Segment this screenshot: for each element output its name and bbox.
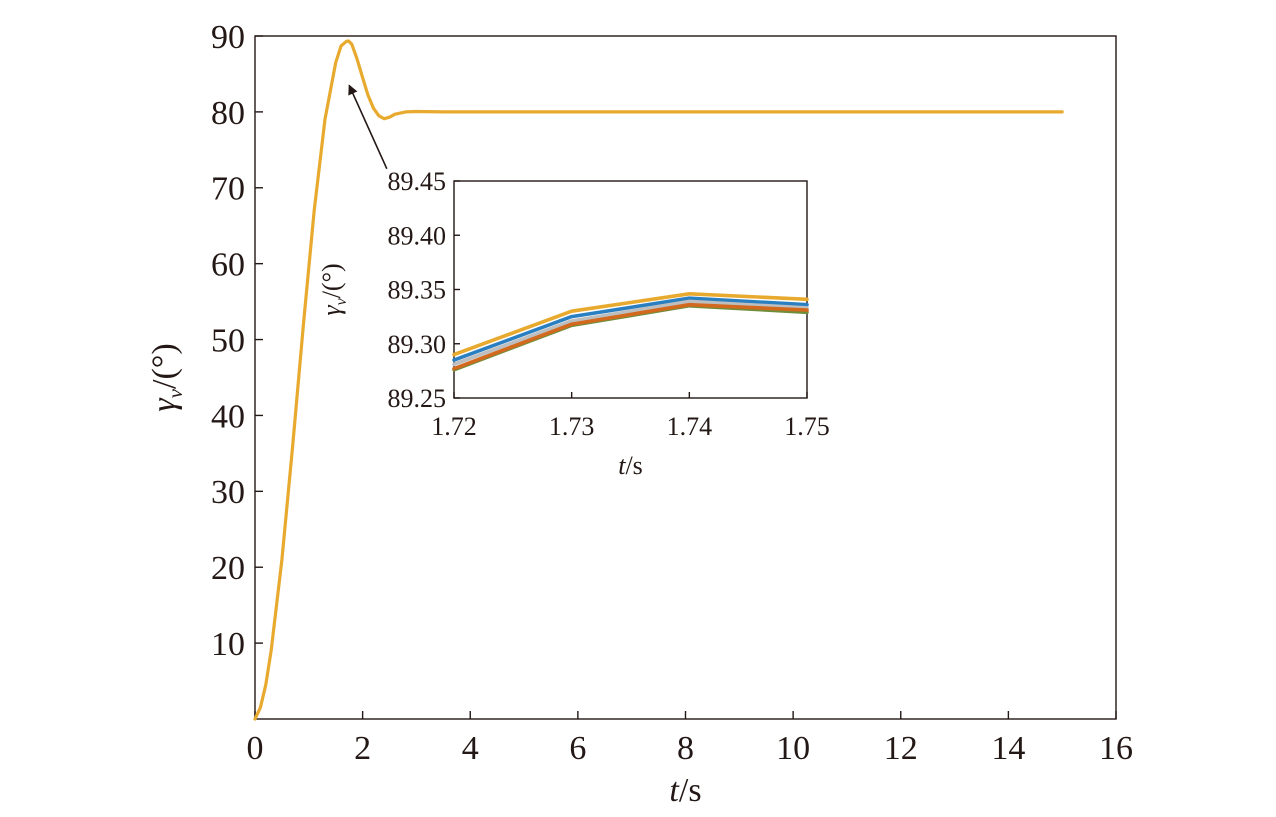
inset-series-line-5 bbox=[452, 302, 809, 371]
inset-y-tick-label: 89.40 bbox=[388, 221, 447, 250]
inset-series-line-1 bbox=[452, 292, 809, 357]
main-x-tick-label: 0 bbox=[247, 730, 264, 767]
main-x-tick-label: 10 bbox=[776, 730, 810, 767]
inset-y-tick-label: 89.45 bbox=[388, 167, 447, 196]
inset-x-tick-label: 1.72 bbox=[431, 412, 477, 441]
inset-y-axis-title: γv/(°) bbox=[317, 263, 350, 315]
main-y-tick-label: 50 bbox=[211, 322, 245, 359]
inset-x-tick-label: 1.75 bbox=[784, 412, 830, 441]
main-x-tick-label: 4 bbox=[462, 730, 479, 767]
inset-chart: 1.72 1.73 1.74 1.75 89.25 89.30 89.35 89.40 89.4… bbox=[317, 167, 830, 480]
inset-y-tick-label: 89.30 bbox=[388, 330, 447, 359]
main-y-tick-label: 90 bbox=[211, 19, 245, 56]
main-x-axis-title: t/s bbox=[669, 772, 701, 809]
main-y-tick-label: 20 bbox=[211, 550, 245, 587]
main-y-tick-label: 40 bbox=[211, 398, 245, 435]
main-chart: 0 2 4 6 8 10 12 14 16 10 20 30 40 50 60 70 80 90 t/s γv/(°) bbox=[146, 19, 1133, 809]
main-x-tick-label: 16 bbox=[1099, 730, 1133, 767]
main-y-tick-label: 60 bbox=[211, 247, 245, 284]
main-series-line-1 bbox=[253, 39, 1064, 721]
inset-plot-frame bbox=[453, 180, 808, 399]
inset-x-tick-label: 1.73 bbox=[549, 412, 595, 441]
main-y-axis-title: γv/(°) bbox=[146, 343, 187, 411]
inset-y-tick-label: 89.35 bbox=[388, 276, 447, 305]
annotation-arrow bbox=[348, 84, 388, 170]
inset-x-axis-title: t/s bbox=[618, 451, 643, 480]
inset-series-line-3 bbox=[452, 299, 809, 367]
main-x-tick-label: 2 bbox=[354, 730, 371, 767]
main-y-tick-label: 80 bbox=[211, 95, 245, 132]
inset-series-line-2 bbox=[452, 296, 809, 362]
main-x-tick-label: 12 bbox=[884, 730, 918, 767]
main-x-tick-label: 8 bbox=[677, 730, 694, 767]
main-y-tick-label: 30 bbox=[211, 474, 245, 511]
inset-x-tick-label: 1.74 bbox=[667, 412, 713, 441]
main-y-tick-label: 10 bbox=[211, 626, 245, 663]
inset-y-tick-label: 89.25 bbox=[388, 384, 447, 413]
main-x-tick-label: 14 bbox=[991, 730, 1025, 767]
main-y-tick-label: 70 bbox=[211, 171, 245, 208]
main-x-tick-label: 6 bbox=[569, 730, 586, 767]
